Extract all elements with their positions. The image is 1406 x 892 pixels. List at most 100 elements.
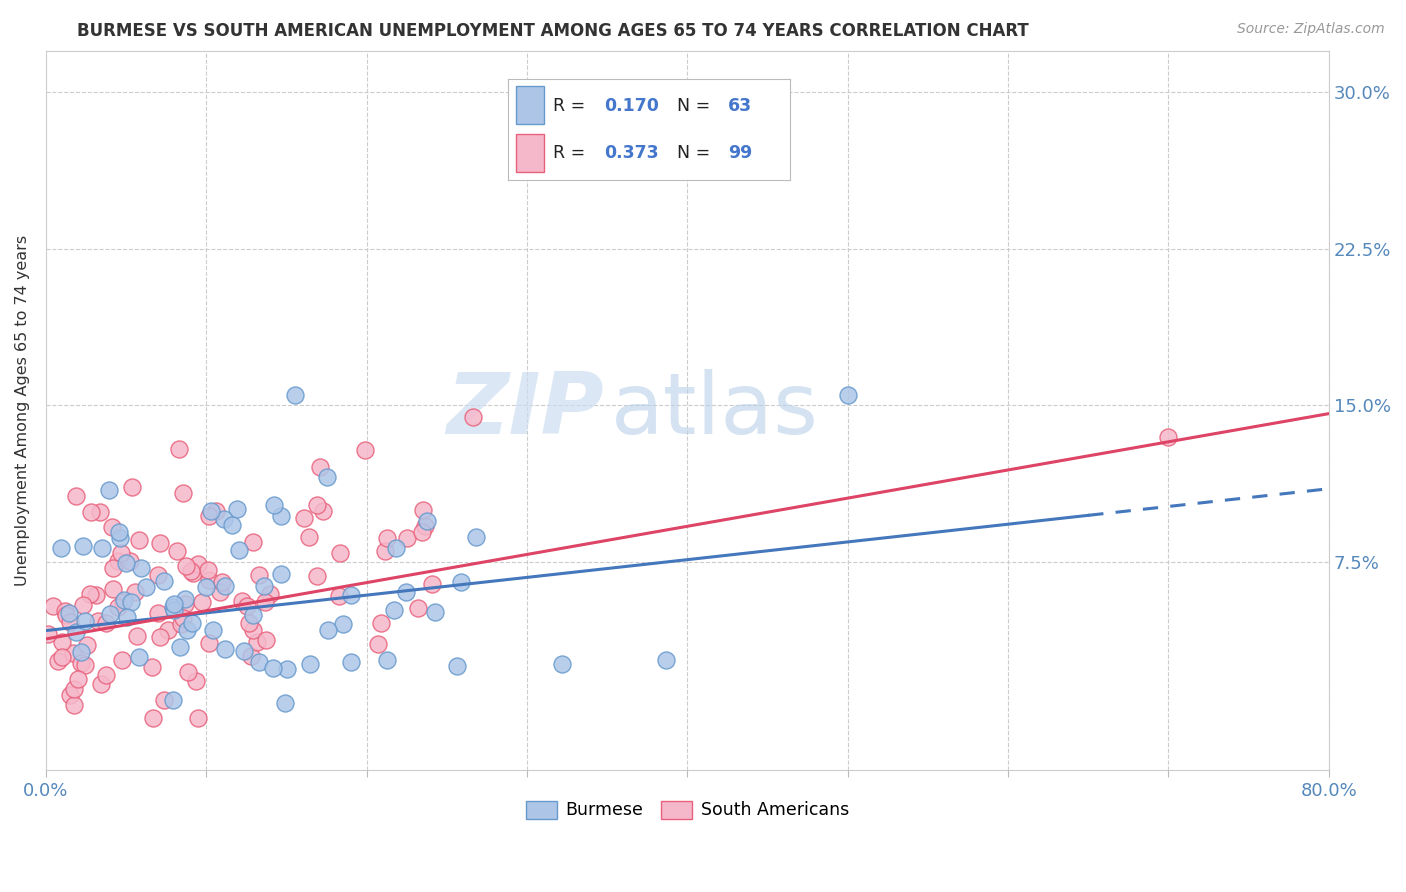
Point [256, 632, 278, 647]
Point [59, 688, 82, 702]
Point [127, 629, 149, 643]
Point [79, 587, 101, 601]
Point [242, 623, 264, 637]
Point [110, 546, 132, 560]
Point [181, 616, 204, 631]
Point [236, 599, 259, 613]
Point [84, 588, 107, 602]
Point [309, 460, 332, 475]
Point [67, 673, 90, 687]
Point [111, 653, 134, 667]
Point [446, 658, 468, 673]
Point [142, 711, 165, 725]
Point [339, 588, 361, 602]
Point [197, 573, 219, 587]
Point [339, 655, 361, 669]
Point [75, 614, 97, 628]
Point [238, 615, 260, 630]
Point [173, 597, 195, 611]
Point [214, 579, 236, 593]
Point [75, 657, 97, 672]
Point [103, 561, 125, 575]
Point [209, 585, 232, 599]
Point [128, 649, 150, 664]
Point [374, 544, 396, 558]
Point [72, 598, 94, 612]
Point [172, 486, 194, 500]
Point [187, 711, 209, 725]
Point [65, 489, 87, 503]
Point [305, 569, 328, 583]
Point [176, 624, 198, 638]
Point [129, 561, 152, 575]
Point [283, 388, 305, 402]
Point [65, 625, 87, 640]
Point [221, 517, 243, 532]
Point [87, 615, 110, 629]
Text: Source: ZipAtlas.com: Source: ZipAtlas.com [1237, 22, 1385, 37]
Point [242, 607, 264, 622]
Point [91, 541, 114, 556]
Point [195, 580, 218, 594]
Point [375, 653, 398, 667]
Point [312, 504, 335, 518]
Point [148, 568, 170, 582]
Point [89, 505, 111, 519]
Point [551, 657, 574, 672]
Point [298, 530, 321, 544]
Point [246, 635, 269, 649]
Point [170, 617, 193, 632]
Point [70, 657, 93, 671]
Point [162, 693, 184, 707]
Point [450, 574, 472, 589]
Point [101, 582, 124, 596]
Text: ZIP: ZIP [446, 369, 605, 452]
Point [121, 480, 143, 494]
Point [274, 696, 297, 710]
Point [382, 603, 405, 617]
Point [96, 615, 118, 630]
Point [149, 631, 172, 645]
Point [63, 698, 86, 713]
Point [153, 693, 176, 707]
Point [211, 574, 233, 589]
Point [63, 682, 86, 697]
Y-axis label: Unemployment Among Ages 65 to 74 years: Unemployment Among Ages 65 to 74 years [15, 235, 30, 586]
Point [254, 595, 277, 609]
Point [169, 442, 191, 456]
Point [395, 584, 418, 599]
Point [294, 510, 316, 524]
Point [316, 623, 339, 637]
Point [107, 599, 129, 614]
Point [49, 541, 72, 555]
Point [98, 607, 121, 621]
Point [181, 566, 204, 580]
Point [152, 574, 174, 588]
Point [148, 606, 170, 620]
Point [51, 635, 73, 649]
Point [53, 604, 76, 618]
Point [55, 607, 77, 622]
Point [72, 539, 94, 553]
Point [205, 504, 228, 518]
Point [233, 644, 256, 658]
Point [423, 605, 446, 619]
Point [259, 587, 281, 601]
Point [263, 498, 285, 512]
Point [464, 530, 486, 544]
Point [724, 148, 747, 162]
Point [420, 577, 443, 591]
Point [58, 606, 80, 620]
Legend: Burmese, South Americans: Burmese, South Americans [519, 794, 856, 826]
Point [176, 558, 198, 573]
Point [112, 592, 135, 607]
Point [120, 595, 142, 609]
Point [173, 592, 195, 607]
Point [200, 504, 222, 518]
Point [332, 617, 354, 632]
Point [187, 557, 209, 571]
Point [247, 655, 270, 669]
Point [94, 667, 117, 681]
Point [156, 623, 179, 637]
Point [97, 483, 120, 497]
